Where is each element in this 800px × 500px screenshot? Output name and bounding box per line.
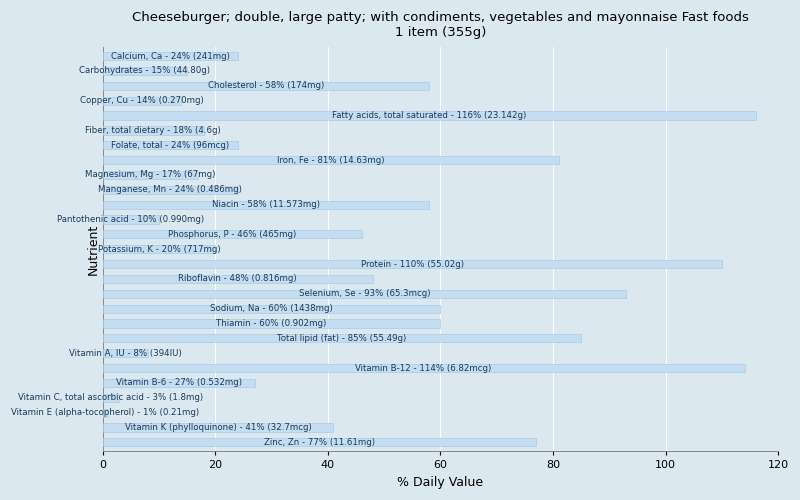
Bar [102, 200, 429, 209]
Text: Folate, total - 24% (96mcg): Folate, total - 24% (96mcg) [111, 141, 230, 150]
Text: Selenium, Se - 93% (65.3mcg): Selenium, Se - 93% (65.3mcg) [298, 290, 430, 298]
Bar [102, 141, 238, 150]
Text: Pantothenic acid - 10% (0.990mg): Pantothenic acid - 10% (0.990mg) [57, 215, 204, 224]
Bar [102, 275, 373, 283]
Y-axis label: Nutrient: Nutrient [87, 224, 100, 275]
Text: Copper, Cu - 14% (0.270mg): Copper, Cu - 14% (0.270mg) [80, 96, 204, 105]
Bar [102, 230, 362, 238]
Text: Calcium, Ca - 24% (241mg): Calcium, Ca - 24% (241mg) [110, 52, 230, 60]
Text: Niacin - 58% (11.573mg): Niacin - 58% (11.573mg) [212, 200, 320, 209]
Bar [102, 260, 722, 268]
Text: Fatty acids, total saturated - 116% (23.142g): Fatty acids, total saturated - 116% (23.… [332, 111, 526, 120]
Text: Potassium, K - 20% (717mg): Potassium, K - 20% (717mg) [98, 245, 220, 254]
Bar [102, 290, 626, 298]
Bar [102, 112, 756, 120]
Text: Cholesterol - 58% (174mg): Cholesterol - 58% (174mg) [208, 82, 324, 90]
Bar [102, 349, 148, 358]
Bar [102, 186, 238, 194]
Bar [102, 364, 745, 372]
Text: Iron, Fe - 81% (14.63mg): Iron, Fe - 81% (14.63mg) [277, 156, 385, 164]
Text: Vitamin C, total ascorbic acid - 3% (1.8mg): Vitamin C, total ascorbic acid - 3% (1.8… [18, 394, 203, 402]
Bar [102, 96, 182, 105]
Bar [102, 171, 198, 179]
Text: Vitamin A, IU - 8% (394IU): Vitamin A, IU - 8% (394IU) [69, 349, 182, 358]
Bar [102, 216, 159, 224]
Text: Carbohydrates - 15% (44.80g): Carbohydrates - 15% (44.80g) [79, 66, 210, 76]
Text: Phosphorus, P - 46% (465mg): Phosphorus, P - 46% (465mg) [168, 230, 296, 239]
Text: Magnesium, Mg - 17% (67mg): Magnesium, Mg - 17% (67mg) [86, 170, 216, 179]
Bar [102, 334, 582, 342]
Bar [102, 156, 558, 164]
Text: Zinc, Zn - 77% (11.61mg): Zinc, Zn - 77% (11.61mg) [264, 438, 375, 447]
Bar [102, 424, 334, 432]
Text: Manganese, Mn - 24% (0.486mg): Manganese, Mn - 24% (0.486mg) [98, 186, 242, 194]
Bar [102, 320, 441, 328]
Text: Vitamin K (phylloquinone) - 41% (32.7mcg): Vitamin K (phylloquinone) - 41% (32.7mcg… [125, 423, 311, 432]
Bar [102, 245, 215, 254]
Bar [102, 126, 204, 134]
X-axis label: % Daily Value: % Daily Value [398, 476, 483, 489]
Bar [102, 379, 254, 387]
Text: Sodium, Na - 60% (1438mg): Sodium, Na - 60% (1438mg) [210, 304, 333, 313]
Text: Vitamin B-6 - 27% (0.532mg): Vitamin B-6 - 27% (0.532mg) [116, 378, 242, 388]
Text: Vitamin B-12 - 114% (6.82mcg): Vitamin B-12 - 114% (6.82mcg) [355, 364, 492, 372]
Text: Protein - 110% (55.02g): Protein - 110% (55.02g) [361, 260, 464, 268]
Bar [102, 408, 108, 417]
Bar [102, 394, 119, 402]
Title: Cheeseburger; double, large patty; with condiments, vegetables and mayonnaise Fa: Cheeseburger; double, large patty; with … [132, 11, 749, 39]
Bar [102, 67, 187, 75]
Text: Thiamin - 60% (0.902mg): Thiamin - 60% (0.902mg) [216, 319, 326, 328]
Text: Total lipid (fat) - 85% (55.49g): Total lipid (fat) - 85% (55.49g) [278, 334, 406, 343]
Bar [102, 52, 238, 60]
Text: Riboflavin - 48% (0.816mg): Riboflavin - 48% (0.816mg) [178, 274, 297, 283]
Text: Vitamin E (alpha-tocopherol) - 1% (0.21mg): Vitamin E (alpha-tocopherol) - 1% (0.21m… [11, 408, 199, 417]
Text: Fiber, total dietary - 18% (4.6g): Fiber, total dietary - 18% (4.6g) [86, 126, 221, 135]
Bar [102, 438, 536, 446]
Bar [102, 82, 429, 90]
Bar [102, 304, 441, 313]
